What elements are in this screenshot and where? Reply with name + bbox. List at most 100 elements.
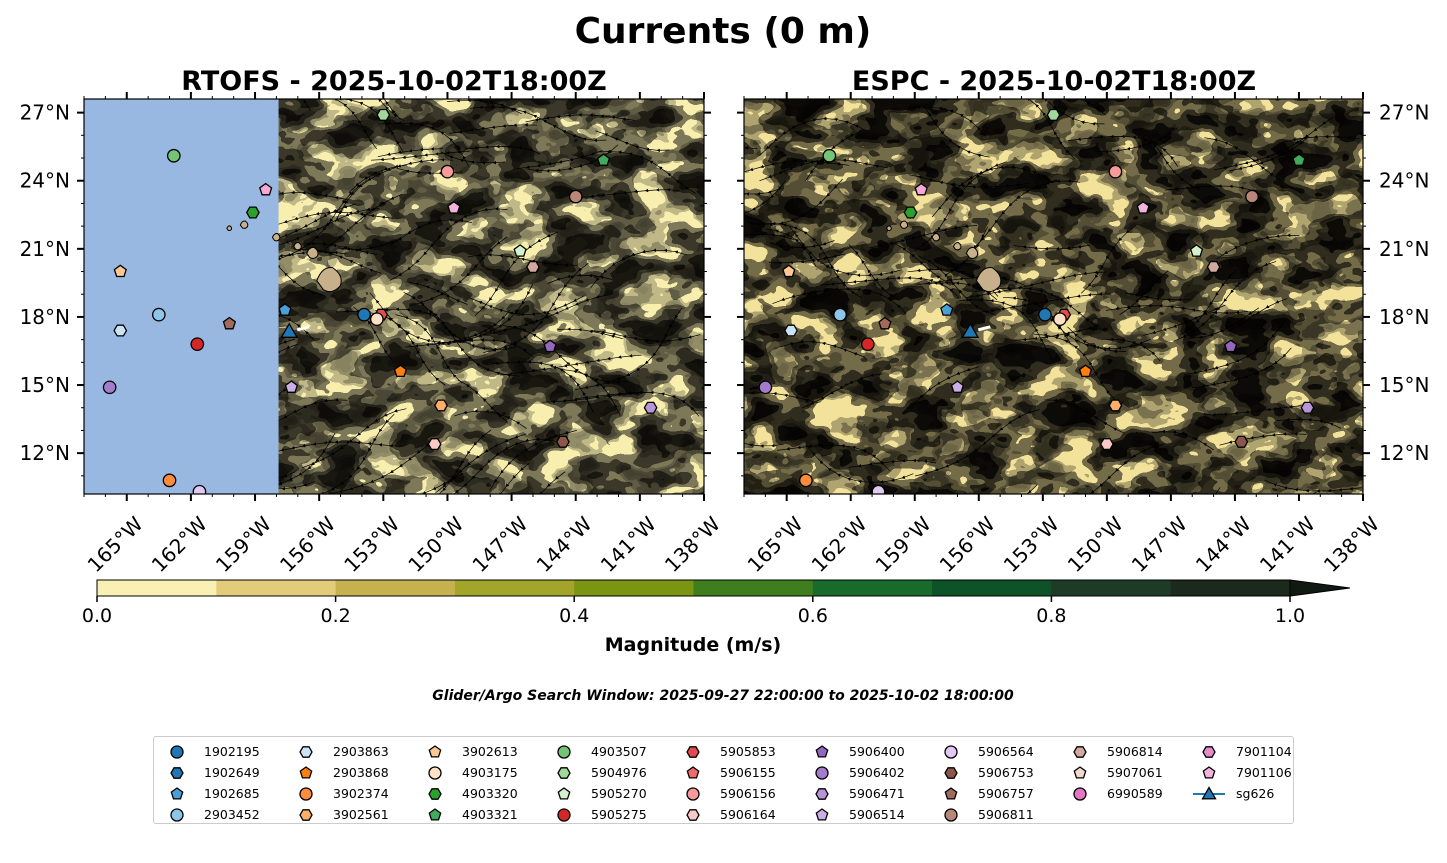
colorbar-tick-label: 1.0 [1275, 605, 1305, 627]
lon-tick-label: 159°W [871, 512, 936, 577]
lon-tick-label: 162°W [807, 512, 872, 577]
lon-tick-label: 165°W [743, 512, 808, 577]
float-marker [860, 337, 875, 352]
hexagon-icon [686, 808, 700, 821]
colorbar: 0.0 0.2 0.4 0.6 0.8 1.0 Magnitude (m/s) [82, 579, 1351, 656]
streamline [1264, 479, 1362, 493]
legend-label: 5906156 [720, 786, 776, 801]
legend-item: 3902374 [289, 783, 389, 804]
lat-tick-label: 15°N [1379, 373, 1429, 397]
legend-label: 5906471 [849, 786, 905, 801]
float-marker [427, 438, 442, 451]
streamline [1173, 261, 1277, 342]
legend-label: 5905275 [591, 807, 647, 822]
island [239, 220, 249, 229]
pentagon-icon [1202, 765, 1216, 779]
lon-tick-label: 147°W [1127, 512, 1192, 577]
streamline [908, 174, 1029, 189]
colorbar-bins [96, 579, 1291, 597]
float-marker [1053, 312, 1067, 327]
colorbar-bin [454, 580, 575, 596]
streamline [1165, 184, 1263, 196]
legend-item: 4903507 [547, 741, 647, 762]
legend-column: 7901104 7901106 sg626 [1192, 741, 1292, 804]
hexagon-icon [428, 787, 442, 800]
streamline [1016, 99, 1076, 159]
lon-tick-label: 141°W [1255, 512, 1320, 577]
legend-column: 5906564 5906753 5906757 5906811 [934, 741, 1034, 825]
lon-tick-label: 147°W [467, 512, 532, 577]
espc-title: ESPC - 2025-10-02T18:00Z [852, 66, 1256, 97]
lon-tick-label: 162°W [147, 512, 212, 577]
legend-label: 5906811 [978, 807, 1034, 822]
float-marker [278, 303, 292, 316]
streamline [744, 145, 758, 153]
island [965, 246, 979, 259]
rtofs-panel: RTOFS - 2025-10-02T18:00Z 165°W 162°W 159°… [20, 66, 725, 577]
legend-label: 4903321 [462, 807, 518, 822]
glider-sg626-marker [961, 322, 980, 338]
colorbar-bin [1051, 580, 1172, 596]
triangle-icon [1193, 785, 1225, 799]
circle-icon [815, 765, 829, 780]
island [306, 246, 319, 259]
legend-item: 5906400 [805, 741, 905, 762]
float-marker [1234, 435, 1249, 448]
legend-column: 1902195 1902649 1902685 2903452 [160, 741, 260, 825]
island [293, 242, 302, 251]
float-marker [878, 316, 892, 330]
legend-label: 2903863 [333, 744, 389, 759]
colorbar-tick-label: 0.6 [798, 605, 828, 627]
streamline [563, 369, 621, 416]
island [316, 267, 342, 293]
legend-column: 5905853 5906155 5906156 5906164 [676, 741, 776, 825]
lon-tick-label: 150°W [1063, 512, 1128, 577]
legend-item: 7901104 [1192, 741, 1292, 762]
legend-label: 1902195 [204, 744, 260, 759]
streamline [1152, 429, 1214, 451]
streamline [776, 443, 890, 472]
figure: Currents (0 m) RTOFS - 2025-10-02T18:00Z… [20, 11, 1430, 704]
lon-tick-label: 141°W [596, 512, 661, 577]
float-marker [434, 399, 448, 412]
legend-item: 4903175 [418, 762, 518, 783]
streamline [848, 458, 937, 468]
espc-panel: ESPC - 2025-10-02T18:00Z 165°W 162°W 159°W… [737, 66, 1429, 577]
float-marker [1078, 364, 1093, 378]
float-marker [1245, 189, 1259, 204]
float-marker [758, 380, 773, 395]
search-window-text: Glider/Argo Search Window: 2025-09-27 22… [432, 688, 1014, 704]
legend-item: 5904976 [547, 762, 647, 783]
float-marker [166, 148, 181, 163]
streamline [1095, 127, 1179, 154]
float-marker [1046, 108, 1061, 121]
legend-label: 5906564 [978, 744, 1034, 759]
legend-item: 5906514 [805, 804, 905, 825]
float-marker [940, 303, 954, 316]
legend-label: 5906514 [849, 807, 905, 822]
legend-item: 5905853 [676, 741, 776, 762]
lat-tick-label: 27°N [1379, 101, 1429, 125]
lat-tick-label: 15°N [20, 373, 70, 397]
streamline [1276, 417, 1342, 429]
circle-icon [428, 765, 442, 780]
float-marker [1292, 153, 1306, 166]
legend-item: 4903320 [418, 783, 518, 804]
colorbar-bin [932, 580, 1052, 596]
legend-item: 1902685 [160, 783, 260, 804]
legend-column: 2903863 2903868 3902374 3902561 [289, 741, 389, 825]
lon-tick-label: 153°W [339, 512, 404, 577]
float-marker [190, 337, 205, 352]
pentagon-icon [686, 765, 700, 779]
rtofs-land [226, 220, 342, 293]
float-marker [1136, 200, 1150, 214]
legend-item: 5906164 [676, 804, 776, 825]
legend-item: 5906564 [934, 741, 1034, 762]
hexagon-icon [1202, 745, 1216, 758]
streamline [915, 409, 1040, 477]
float-marker [950, 380, 965, 393]
lon-tick-label: 138°W [660, 512, 725, 577]
pentagon-icon [428, 744, 442, 758]
legend-item: 7901106 [1192, 762, 1292, 783]
legend-label: 1902685 [204, 786, 260, 801]
